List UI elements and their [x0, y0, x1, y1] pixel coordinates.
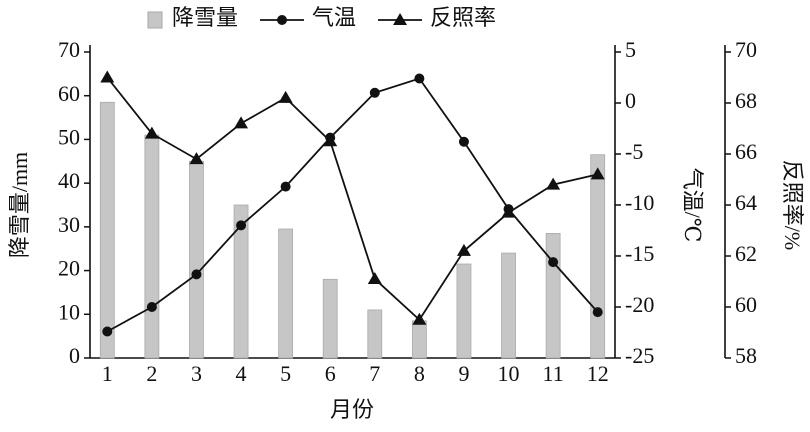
point	[278, 90, 293, 103]
bar	[278, 228, 294, 359]
point	[100, 70, 115, 83]
y-tick-label: 70	[58, 37, 80, 62]
legend-swatch	[147, 11, 163, 29]
point	[592, 307, 603, 318]
point	[501, 205, 516, 218]
bar	[545, 233, 561, 359]
y-tick-label: 10	[58, 299, 80, 324]
legend-marker	[393, 13, 408, 25]
bar	[456, 263, 472, 359]
point	[458, 136, 469, 147]
y3-tick-label: 66	[735, 139, 757, 164]
x-tick-label: 5	[280, 361, 291, 386]
y3-axis-label: 反照率/%	[780, 160, 805, 250]
point	[456, 243, 471, 256]
point	[367, 271, 382, 284]
point	[146, 302, 157, 312]
point	[280, 181, 291, 192]
bar	[367, 309, 383, 359]
x-tick-label: 9	[458, 361, 469, 386]
y-axis-label: 降雪量/mm	[7, 152, 32, 258]
legend-marker	[277, 15, 288, 25]
y3-tick-label: 58	[735, 343, 757, 368]
point	[191, 269, 202, 280]
legend-label: 反照率	[430, 5, 496, 30]
point	[369, 87, 380, 98]
x-tick-label: 12	[587, 361, 609, 386]
point	[323, 134, 338, 147]
x-tick-label: 2	[146, 361, 157, 386]
y3-tick-label: 62	[735, 241, 757, 266]
bar	[322, 278, 338, 359]
y3-tick-label: 70	[735, 37, 757, 62]
x-tick-label: 1	[102, 361, 113, 386]
point	[590, 167, 605, 180]
y2-axis-label: 气温/℃	[680, 168, 705, 243]
y-tick-label: 60	[58, 81, 80, 106]
y3-tick-label: 60	[735, 292, 757, 317]
y3-tick-label: 64	[735, 190, 757, 215]
x-tick-label: 11	[543, 361, 564, 386]
y-tick-label: 0	[69, 343, 80, 368]
x-tick-label: 3	[191, 361, 202, 386]
point	[234, 116, 249, 129]
legend-label: 气温	[312, 5, 356, 30]
y3-tick-label: 68	[735, 88, 757, 113]
line	[106, 76, 598, 322]
bar	[411, 320, 427, 359]
bar	[189, 160, 204, 359]
y2-tick-label: 5	[625, 37, 636, 62]
bar	[233, 204, 249, 359]
x-tick-label: 6	[325, 361, 336, 386]
y2-tick-label: -15	[625, 241, 654, 266]
x-tick-label: 10	[498, 361, 520, 386]
point	[102, 326, 113, 337]
bar	[590, 154, 606, 359]
y2-tick-label: -10	[625, 190, 654, 215]
y-tick-label: 40	[58, 168, 80, 193]
x-tick-label: 7	[369, 361, 380, 386]
legend-label: 降雪量	[172, 5, 238, 30]
y2-tick-label: -20	[625, 292, 654, 317]
line	[106, 77, 599, 333]
point	[414, 73, 425, 84]
y2-tick-label: 0	[625, 88, 636, 113]
x-tick-label: 8	[414, 361, 425, 386]
x-tick-label: 4	[236, 361, 247, 386]
point	[548, 257, 559, 268]
point	[189, 152, 204, 165]
point	[412, 312, 427, 325]
y2-tick-label: -5	[625, 139, 643, 164]
point	[236, 220, 247, 231]
x-axis-label: 月份	[330, 397, 374, 422]
point	[546, 177, 561, 190]
y2-tick-label: -25	[625, 343, 654, 368]
y-tick-label: 50	[58, 124, 80, 149]
bar	[99, 101, 115, 359]
point	[144, 126, 159, 139]
y-tick-label: 20	[58, 256, 80, 281]
y-tick-label: 30	[58, 212, 80, 237]
bar	[144, 134, 160, 359]
bar	[501, 252, 516, 359]
